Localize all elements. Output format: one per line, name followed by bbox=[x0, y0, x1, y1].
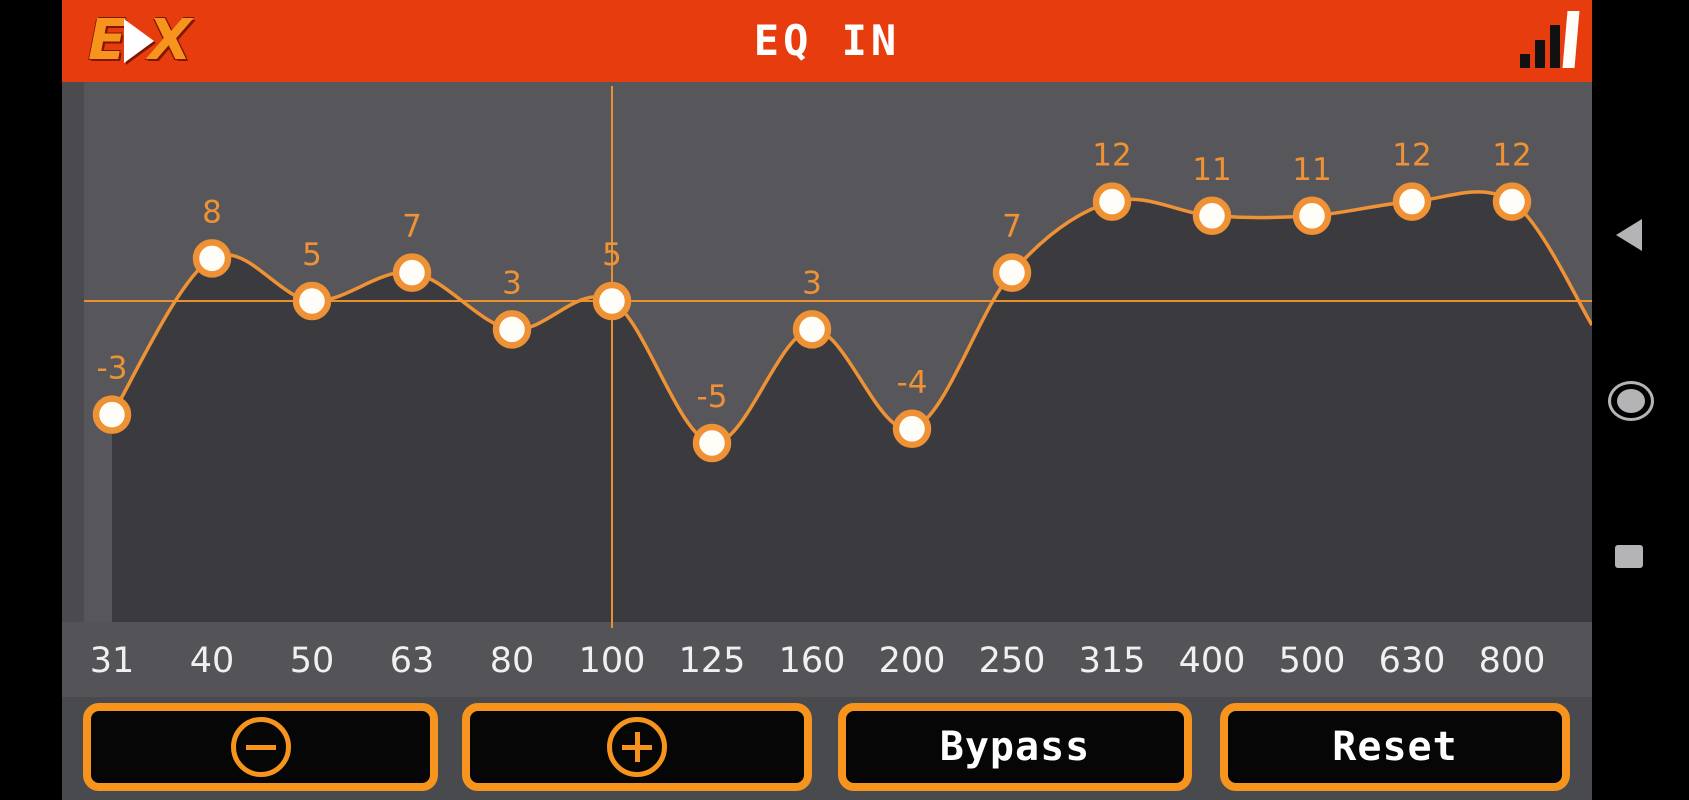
bypass-button[interactable]: Bypass bbox=[838, 703, 1192, 791]
eq-point-315hz[interactable] bbox=[1092, 182, 1132, 221]
freq-axis-label-63hz: 63 bbox=[390, 641, 435, 681]
eq-point-31hz[interactable] bbox=[92, 395, 132, 434]
eq-value-label-200hz: -4 bbox=[897, 365, 928, 401]
eq-point-63hz[interactable] bbox=[392, 253, 432, 292]
signal-bar-2 bbox=[1535, 40, 1545, 68]
eq-value-label-50hz: 5 bbox=[302, 237, 322, 273]
eq-value-label-630hz: 12 bbox=[1392, 138, 1431, 174]
eq-point-200hz[interactable] bbox=[892, 409, 932, 449]
eq-value-label-500hz: 11 bbox=[1292, 152, 1331, 188]
signal-bar-4 bbox=[1562, 11, 1580, 68]
freq-axis-label-100hz: 100 bbox=[579, 641, 646, 681]
page-title: EQ IN bbox=[753, 16, 901, 65]
freq-axis-label-630hz: 630 bbox=[1379, 641, 1446, 681]
bypass-button-label: Bypass bbox=[939, 724, 1091, 770]
freq-axis-label-40hz: 40 bbox=[190, 641, 235, 681]
chart-left-margin bbox=[62, 82, 84, 622]
freq-axis-label-125hz: 125 bbox=[679, 641, 746, 681]
under-curve-fill bbox=[112, 191, 1592, 623]
freq-axis-label-31hz: 31 bbox=[90, 641, 135, 681]
reset-button-label: Reset bbox=[1332, 724, 1458, 770]
eq-point-40hz[interactable] bbox=[192, 239, 232, 278]
freq-axis-label-50hz: 50 bbox=[290, 641, 335, 681]
signal-bar-1 bbox=[1520, 54, 1530, 68]
eq-value-label-125hz: -5 bbox=[697, 379, 728, 415]
eq-point-250hz[interactable] bbox=[992, 253, 1032, 292]
eq-point-125hz[interactable] bbox=[692, 423, 732, 463]
eq-point-800hz[interactable] bbox=[1492, 182, 1532, 221]
eq-value-label-40hz: 8 bbox=[202, 194, 222, 230]
eq-value-label-100hz: 5 bbox=[602, 237, 622, 273]
eq-curve-chart[interactable]: -3 8 5 7 3 5 -5 3 -4 7 12 11 11 12 12 31 40 50 63 80 100 125 1… bbox=[62, 82, 1592, 697]
eq-point-100hz[interactable] bbox=[592, 281, 632, 321]
screen-left-bezel bbox=[0, 0, 62, 800]
minus-circle-icon bbox=[230, 717, 291, 777]
freq-label-band bbox=[62, 622, 1592, 697]
freq-axis-label-250hz: 250 bbox=[979, 641, 1046, 681]
recents-icon[interactable] bbox=[1615, 545, 1643, 568]
back-icon[interactable] bbox=[1616, 219, 1642, 251]
decrease-gain-button[interactable] bbox=[83, 703, 438, 791]
freq-axis-label-200hz: 200 bbox=[879, 641, 946, 681]
eq-point-630hz[interactable] bbox=[1392, 182, 1432, 221]
freq-axis-label-400hz: 400 bbox=[1179, 641, 1246, 681]
freq-axis-label-315hz: 315 bbox=[1079, 641, 1146, 681]
eq-point-400hz[interactable] bbox=[1192, 196, 1232, 236]
logo-letter-x: X bbox=[148, 8, 192, 73]
eq-value-label-315hz: 12 bbox=[1092, 138, 1131, 174]
freq-axis-label-80hz: 80 bbox=[490, 641, 535, 681]
android-navigation-bar bbox=[1592, 0, 1689, 800]
eq-value-label-160hz: 3 bbox=[802, 265, 822, 301]
eq-curve-line bbox=[110, 190, 1592, 445]
signal-bar-3 bbox=[1550, 25, 1560, 68]
eq-value-label-80hz: 3 bbox=[502, 265, 522, 301]
app-header: E X EQ IN bbox=[62, 0, 1592, 82]
plus-circle-icon bbox=[607, 717, 667, 777]
eq-point-80hz[interactable] bbox=[492, 310, 532, 349]
logo-letter-e: E bbox=[88, 8, 127, 73]
eq-value-label-250hz: 7 bbox=[1002, 209, 1022, 245]
freq-axis-label-500hz: 500 bbox=[1279, 641, 1346, 681]
eq-point-50hz[interactable] bbox=[292, 281, 332, 321]
freq-axis-label-160hz: 160 bbox=[779, 641, 846, 681]
eq-value-label-31hz: -3 bbox=[97, 351, 128, 387]
increase-gain-button[interactable] bbox=[462, 703, 812, 791]
eq-point-160hz[interactable] bbox=[792, 310, 832, 349]
home-icon[interactable] bbox=[1608, 381, 1654, 421]
eq-value-label-63hz: 7 bbox=[402, 209, 422, 245]
freq-axis-label-800hz: 800 bbox=[1479, 641, 1546, 681]
reset-button[interactable]: Reset bbox=[1220, 703, 1570, 791]
eq-value-label-400hz: 11 bbox=[1192, 152, 1231, 188]
play-triangle-icon bbox=[124, 19, 155, 63]
eq-point-500hz[interactable] bbox=[1292, 196, 1332, 236]
eq-value-label-800hz: 12 bbox=[1492, 138, 1531, 174]
signal-bars-icon bbox=[1520, 10, 1582, 68]
ex-logo: E X bbox=[88, 8, 192, 73]
